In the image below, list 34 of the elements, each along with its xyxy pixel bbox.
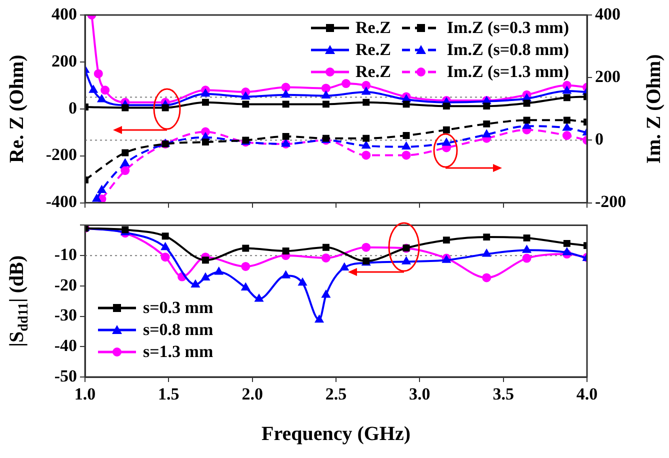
y-tick-label: 200: [52, 51, 77, 70]
y-tick-label: 400: [52, 4, 77, 24]
y-axis-title: Re. Z (Ohm): [6, 54, 28, 164]
x-axis-title: Frequency (GHz): [261, 423, 411, 446]
x-tick-label: 1.0: [74, 384, 96, 404]
y-tick-label: -20: [54, 275, 77, 294]
legend-label: Im.Z (s=0.3 mm): [446, 17, 569, 39]
legend-label: Im.Z (s=1.3 mm): [446, 61, 569, 83]
legend-label: s=1.3 mm: [143, 341, 214, 363]
legend-label: Im.Z (s=0.8 mm): [446, 39, 569, 61]
y2-tick-label: 0: [595, 130, 604, 149]
y-tick-label: -30: [54, 306, 77, 325]
y-tick-label: -10: [54, 244, 77, 264]
x-tick-label: 1.5: [158, 384, 180, 404]
x-tick-label: 2.0: [242, 384, 263, 404]
legend-label: Re.Z: [356, 39, 391, 61]
y2-tick-label: 400: [595, 4, 620, 24]
y-axis-title: |Sdd11| (dB): [6, 255, 32, 347]
x-tick-label: 2.5: [325, 384, 347, 404]
y-tick-label: -400: [46, 192, 77, 212]
y-tick-label: -40: [54, 336, 77, 356]
y2-tick-label: 200: [595, 66, 620, 86]
legend-label: Re.Z: [356, 61, 391, 83]
y-tick-label: -200: [46, 145, 77, 164]
legend-label: s=0.8 mm: [143, 319, 214, 341]
x-tick-label: 4.0: [576, 384, 598, 404]
y-tick-label: 0: [68, 98, 77, 118]
y2-tick-label: -200: [595, 192, 626, 212]
y-tick-label: -50: [54, 366, 77, 386]
y2-axis-title: Im. Z (Ohm): [643, 54, 666, 164]
x-tick-label: 3.0: [409, 384, 430, 404]
x-tick-label: 3.5: [492, 384, 514, 404]
legend-label: Re.Z: [356, 17, 391, 39]
legend-label: s=0.3 mm: [143, 297, 214, 319]
